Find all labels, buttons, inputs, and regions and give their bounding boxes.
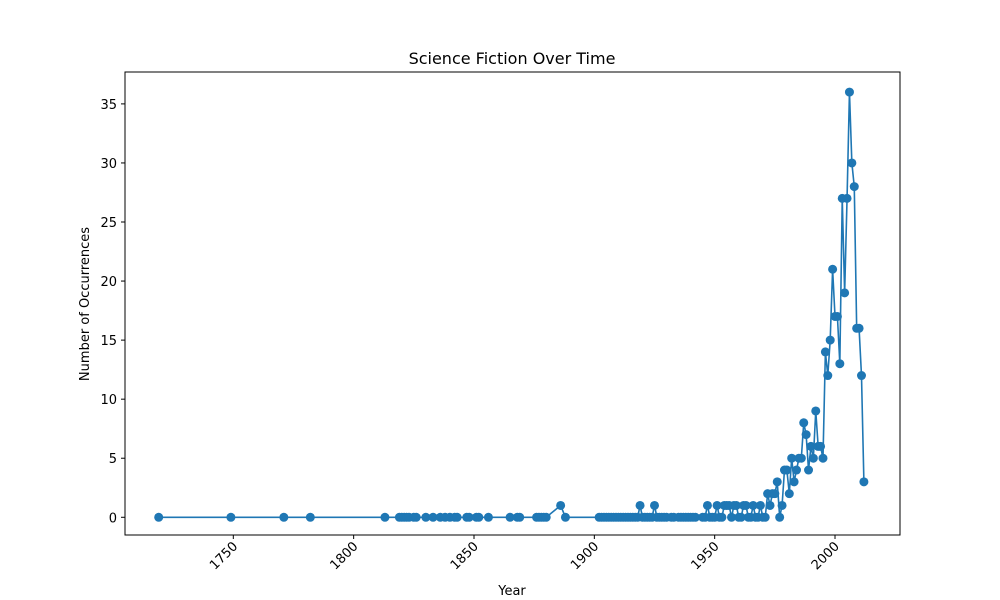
x-tick-label: 2000 bbox=[809, 539, 843, 573]
x-tick-label: 1950 bbox=[688, 539, 722, 573]
data-point bbox=[428, 512, 438, 522]
data-point bbox=[748, 500, 758, 510]
data-point bbox=[792, 465, 802, 475]
data-point bbox=[782, 465, 792, 475]
x-tick-label: 1800 bbox=[327, 539, 361, 573]
data-point bbox=[777, 500, 787, 510]
data-point bbox=[811, 406, 821, 416]
data-point bbox=[772, 477, 782, 487]
data-point bbox=[820, 347, 830, 357]
data-point bbox=[787, 453, 797, 463]
data-point bbox=[483, 512, 493, 522]
y-tick-label: 30 bbox=[100, 157, 117, 172]
data-point bbox=[835, 359, 845, 369]
axes bbox=[124, 71, 901, 536]
y-tick-label: 25 bbox=[100, 216, 117, 231]
data-point bbox=[775, 512, 785, 522]
x-tick-label: 1900 bbox=[568, 539, 602, 573]
data-point bbox=[854, 323, 864, 333]
data-point bbox=[515, 512, 525, 522]
plot-area bbox=[154, 87, 869, 522]
data-point bbox=[818, 453, 828, 463]
data-point bbox=[452, 512, 462, 522]
data-point bbox=[736, 512, 746, 522]
y-tick-label: 20 bbox=[100, 275, 117, 290]
data-point bbox=[464, 512, 474, 522]
data-point bbox=[859, 477, 869, 487]
data-point bbox=[731, 500, 741, 510]
y-tick-label: 15 bbox=[100, 334, 117, 349]
x-tick-label: 1750 bbox=[207, 539, 241, 573]
y-tick-label: 35 bbox=[100, 98, 117, 113]
y-tick-label: 5 bbox=[109, 452, 117, 467]
data-point bbox=[411, 512, 421, 522]
data-point bbox=[505, 512, 515, 522]
data-point bbox=[828, 264, 838, 274]
data-point bbox=[741, 500, 751, 510]
chart-title: Science Fiction Over Time bbox=[409, 49, 616, 68]
data-point bbox=[690, 512, 700, 522]
data-point bbox=[847, 158, 857, 168]
data-point bbox=[380, 512, 390, 522]
data-point bbox=[650, 500, 659, 510]
data-point bbox=[806, 441, 816, 451]
axes-frame bbox=[124, 71, 901, 536]
data-point bbox=[796, 453, 806, 463]
data-point bbox=[825, 335, 835, 345]
data-point bbox=[556, 500, 566, 510]
data-point bbox=[832, 311, 842, 321]
data-point bbox=[801, 430, 811, 440]
data-point bbox=[808, 453, 818, 463]
data-point bbox=[702, 500, 712, 510]
series-line bbox=[158, 91, 865, 519]
data-point bbox=[727, 512, 737, 522]
y-axis-label: Number of Occurrences bbox=[78, 227, 93, 381]
data-point bbox=[804, 465, 814, 475]
data-point bbox=[799, 418, 809, 428]
y-tick-label: 10 bbox=[100, 393, 117, 408]
x-tick-label: 1850 bbox=[448, 539, 482, 573]
data-point bbox=[226, 512, 236, 522]
data-point bbox=[279, 512, 289, 522]
y-tick-label: 0 bbox=[109, 511, 117, 526]
x-axis-label: Year bbox=[497, 584, 526, 599]
data-point bbox=[421, 512, 431, 522]
data-point bbox=[635, 500, 645, 510]
data-point bbox=[717, 512, 727, 522]
data-point bbox=[844, 87, 854, 97]
data-point bbox=[760, 512, 770, 522]
data-point bbox=[755, 500, 765, 510]
data-point bbox=[789, 477, 799, 487]
data-point bbox=[856, 371, 866, 381]
data-point bbox=[784, 489, 794, 499]
data-point bbox=[849, 182, 859, 192]
data-point bbox=[765, 500, 775, 510]
data-point bbox=[541, 512, 551, 522]
data-point bbox=[154, 512, 164, 522]
data-point bbox=[770, 489, 780, 499]
data-point bbox=[474, 512, 484, 522]
data-point bbox=[712, 500, 722, 510]
data-point bbox=[816, 441, 826, 451]
data-point bbox=[560, 512, 570, 522]
data-point bbox=[823, 371, 833, 381]
data-point bbox=[305, 512, 315, 522]
data-point bbox=[842, 193, 852, 203]
data-point bbox=[840, 288, 850, 298]
